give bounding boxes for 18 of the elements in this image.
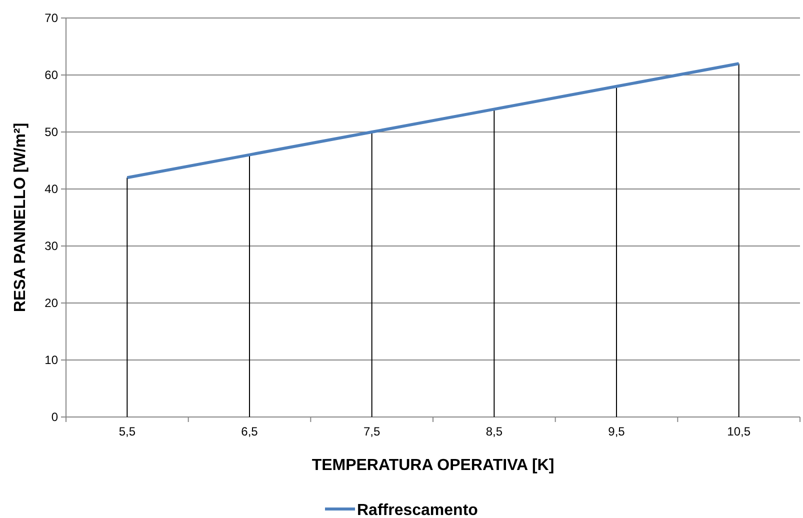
y-tick-label: 70: [44, 10, 58, 25]
x-tick-label: 6,5: [241, 424, 258, 439]
y-tick-label: 50: [44, 124, 58, 139]
y-tick-label: 30: [44, 238, 58, 253]
x-tick-label: 8,5: [486, 424, 503, 439]
x-tick-label: 10,5: [727, 424, 751, 439]
y-tick-label: 10: [44, 352, 58, 367]
x-axis-title: TEMPERATURA OPERATIVA [K]: [312, 457, 554, 474]
y-axis-title: RESA PANNELLO [W/m²]: [12, 122, 29, 312]
y-tick-label: 0: [51, 410, 58, 424]
x-tick-label: 5,5: [118, 424, 136, 439]
y-tick-label: 60: [44, 68, 58, 82]
legend-label: Raffrescamento: [357, 502, 478, 518]
y-tick-label: 20: [44, 296, 58, 310]
y-tick-label: 40: [44, 182, 58, 196]
x-tick-label: 9,5: [608, 424, 626, 439]
x-tick-label: 7,5: [363, 424, 380, 439]
line-series: [126, 62, 740, 180]
